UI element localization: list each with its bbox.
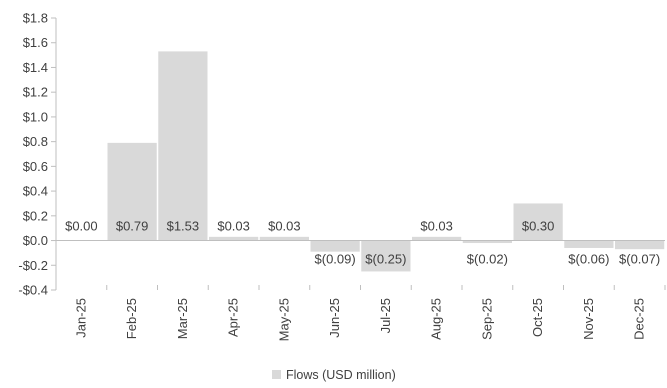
y-tick-label: $0.6 <box>23 159 48 174</box>
data-label: $0.03 <box>268 219 301 234</box>
x-tick-label: Dec-25 <box>632 298 647 340</box>
legend-label: Flows (USD million) <box>286 368 396 382</box>
data-label: $(0.06) <box>568 252 609 267</box>
y-tick-label: $0.8 <box>23 134 48 149</box>
bar-feb-25 <box>107 142 157 241</box>
x-tick-label: Mar-25 <box>175 298 190 339</box>
x-tick-label: Nov-25 <box>581 298 596 340</box>
y-tick-label: -$0.4 <box>18 283 48 298</box>
x-axis-ticks: Jan-25 Feb-25 Mar-25 Apr-25 May-25 Jun-25 Jul-… <box>55 285 666 341</box>
y-tick-label: $0.0 <box>23 233 48 248</box>
data-label: $0.03 <box>420 219 453 234</box>
y-tick-label: $0.2 <box>23 208 48 223</box>
data-label: $(0.09) <box>315 252 356 267</box>
x-tick-label: Sep-25 <box>479 298 494 340</box>
bar-jul-25 <box>361 240 411 272</box>
y-axis-ticks: -$0.4 -$0.2 $0.0 $0.2 $0.4 $0.6 $0.8 $1.0 $1.2 $1… <box>18 11 56 298</box>
x-tick-label: Feb-25 <box>124 298 139 339</box>
y-tick-label: $1.4 <box>23 60 48 75</box>
x-tick-label: Jun-25 <box>327 298 342 338</box>
legend: Flows (USD million) <box>272 368 396 382</box>
y-tick-label: $1.2 <box>23 85 48 100</box>
x-tick-label: Jul-25 <box>378 298 393 333</box>
data-label: $(0.07) <box>619 252 660 267</box>
bar-aug-25 <box>412 236 462 241</box>
bar-oct-25 <box>513 203 563 241</box>
data-label: $0.00 <box>65 219 98 234</box>
axis-layer <box>55 18 665 290</box>
y-tick-label: $1.0 <box>23 109 48 124</box>
x-tick-label: Oct-25 <box>530 298 545 337</box>
bar-nov-25 <box>564 240 614 248</box>
data-label: $1.53 <box>167 219 200 234</box>
y-tick-label: $1.6 <box>23 35 48 50</box>
y-tick-label: $0.4 <box>23 184 48 199</box>
bar-may-25 <box>259 236 309 241</box>
x-tick-label: Jan-25 <box>73 298 88 338</box>
bar-dec-25 <box>615 240 665 250</box>
data-label: $0.03 <box>217 219 250 234</box>
y-tick-label: $1.8 <box>23 11 48 26</box>
bar-sep-25 <box>462 240 512 244</box>
data-label: $(0.02) <box>467 252 508 267</box>
x-tick-label: Apr-25 <box>226 298 241 337</box>
x-tick-label: Aug-25 <box>429 298 444 340</box>
data-label: $0.79 <box>116 219 149 234</box>
bars-layer <box>107 51 665 272</box>
bar-jun-25 <box>310 240 360 252</box>
data-labels: $0.00 $0.79 $1.53 $0.03 $0.03 $(0.09) $(0.25) $… <box>65 219 660 267</box>
data-label: $(0.25) <box>365 252 406 267</box>
legend-swatch <box>272 370 281 379</box>
y-tick-label: -$0.2 <box>18 258 48 273</box>
data-label: $0.30 <box>522 219 555 234</box>
bar-apr-25 <box>209 236 259 241</box>
x-tick-label: May-25 <box>276 298 291 341</box>
bar-mar-25 <box>158 51 208 241</box>
